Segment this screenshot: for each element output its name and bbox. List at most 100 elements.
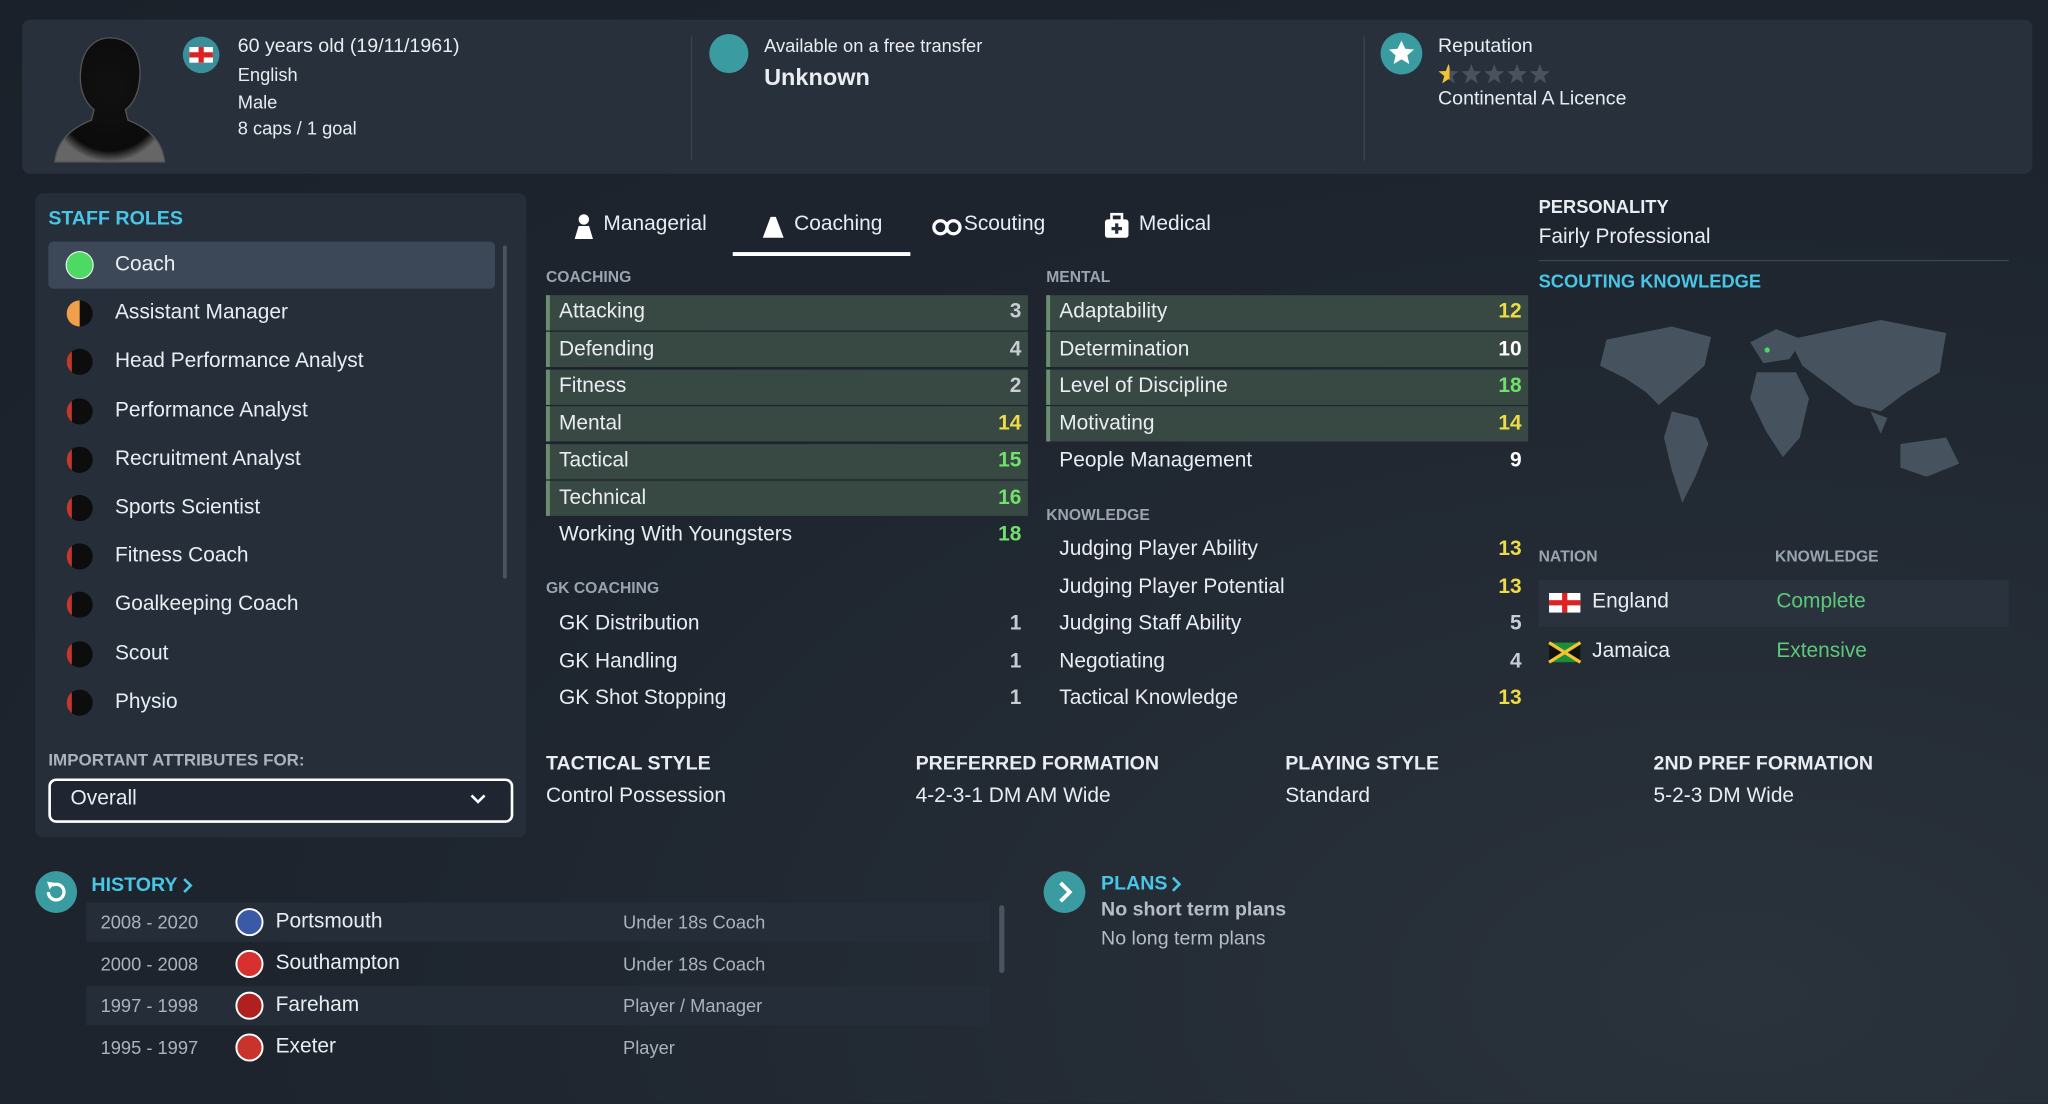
history-years: 2008 - 2020 xyxy=(100,911,199,933)
caps: 8 caps / 1 goal xyxy=(237,117,357,139)
role-name[interactable]: Sports Scientist xyxy=(114,496,261,519)
attribute-value: 4 xyxy=(1509,649,1522,672)
tab[interactable]: Scouting xyxy=(963,212,1046,236)
role-name[interactable]: Physio xyxy=(114,690,178,713)
column-header: KNOWLEDGE xyxy=(1775,547,1879,566)
role-suitability xyxy=(66,397,93,424)
attribute-name: Judging Staff Ability xyxy=(1059,612,1242,635)
selected-role-row[interactable] xyxy=(48,241,496,289)
scrollbar[interactable] xyxy=(502,245,507,579)
attribute-value: 4 xyxy=(1009,337,1022,360)
role-suitability xyxy=(66,640,93,667)
attribute-name: Negotiating xyxy=(1059,649,1165,672)
history-years: 2000 - 2008 xyxy=(100,953,199,975)
attribute-value: 2 xyxy=(1009,374,1022,398)
suitability-fill xyxy=(66,252,93,279)
tab-icon xyxy=(932,219,962,236)
role-name[interactable]: Recruitment Analyst xyxy=(114,447,301,470)
reputation-icon xyxy=(1380,32,1423,75)
header-panel xyxy=(22,19,2033,174)
key-attribute-bg xyxy=(1046,368,1529,405)
important-dropdown[interactable] xyxy=(48,778,514,823)
attribute-name: People Management xyxy=(1059,449,1253,472)
plans-title[interactable]: PLANS xyxy=(1101,872,1168,895)
key-attribute-bg xyxy=(545,294,1028,330)
tab[interactable]: Coaching xyxy=(794,212,883,236)
history-role: Under 18s Coach xyxy=(623,911,766,933)
role-name[interactable]: Fitness Coach xyxy=(114,544,249,568)
history-club[interactable]: Fareham xyxy=(275,993,360,1017)
history-row-bg xyxy=(86,986,991,1026)
nation: Jamaica xyxy=(1592,639,1670,663)
key-attribute-bg xyxy=(545,368,1028,405)
history-club[interactable]: Exeter xyxy=(275,1035,336,1058)
attribute-value: 13 xyxy=(1498,575,1522,598)
attribute-name: Adaptability xyxy=(1059,300,1168,323)
history-club[interactable]: Southampton xyxy=(275,952,400,975)
attribute-value: 10 xyxy=(1498,337,1522,360)
role-circle xyxy=(66,543,93,570)
tab-icon xyxy=(762,216,784,238)
role-name[interactable]: Scout xyxy=(114,642,169,665)
style-label: PLAYING STYLE xyxy=(1285,752,1440,775)
role-name[interactable]: Performance Analyst xyxy=(114,399,308,422)
attribute-name: Determination xyxy=(1059,337,1190,360)
scrollbar[interactable] xyxy=(999,905,1005,974)
role-name[interactable]: Coach xyxy=(114,253,176,276)
tab-icon xyxy=(1104,212,1129,238)
important-label: IMPORTANT ATTRIBUTES FOR: xyxy=(48,749,305,770)
club-badge xyxy=(235,991,264,1020)
attribute-name: Level of Discipline xyxy=(1059,374,1228,398)
attribute-value: 18 xyxy=(1498,374,1522,398)
club-badge xyxy=(235,949,264,978)
personality-value: Fairly Professional xyxy=(1538,225,1711,249)
role-suitability xyxy=(66,300,93,327)
suitability-fill xyxy=(66,397,72,424)
role-name[interactable]: Goalkeeping Coach xyxy=(114,593,299,616)
contract-icon xyxy=(709,33,749,74)
personality-title: PERSONALITY xyxy=(1538,195,1669,217)
club-badge-shape xyxy=(235,1033,264,1062)
role-circle xyxy=(66,446,93,473)
club-badge-shape xyxy=(235,908,264,937)
role-name[interactable]: Head Performance Analyst xyxy=(114,350,364,373)
tab[interactable]: Medical xyxy=(1138,212,1211,236)
attribute-value: 3 xyxy=(1009,300,1022,323)
attribute-name: GK Shot Stopping xyxy=(559,687,727,710)
key-attribute-bg xyxy=(545,480,1028,516)
knowledge-level: Extensive xyxy=(1776,639,1867,663)
tab-underline xyxy=(732,252,911,256)
attribute-value: 14 xyxy=(1498,412,1522,435)
attribute-value: 16 xyxy=(998,486,1022,509)
key-attribute-bg xyxy=(545,443,1028,479)
nation: England xyxy=(1592,590,1669,613)
club-badge xyxy=(235,908,264,937)
attribute-name: Judging Player Potential xyxy=(1059,575,1285,598)
role-suitability xyxy=(66,495,93,522)
key-attribute-bg xyxy=(545,331,1028,368)
key-attribute-bg xyxy=(1046,406,1529,442)
history-icon xyxy=(35,871,78,913)
attribute-name: GK Handling xyxy=(559,649,678,672)
role-name[interactable]: Assistant Manager xyxy=(114,301,289,325)
divider xyxy=(1363,36,1365,161)
key-attribute-bg xyxy=(1046,331,1529,368)
attribute-value: 18 xyxy=(998,523,1022,546)
suitability-fill xyxy=(66,300,80,327)
attribute-name: GK Distribution xyxy=(559,612,700,635)
history-club[interactable]: Portsmouth xyxy=(275,910,383,933)
plans-icon[interactable] xyxy=(1043,871,1086,913)
attribute-name: Attacking xyxy=(559,300,645,323)
tab[interactable]: Managerial xyxy=(603,212,707,236)
suitability-fill xyxy=(66,446,72,473)
section-header: GK COACHING xyxy=(545,578,660,597)
scouting-title: SCOUTING KNOWLEDGE xyxy=(1538,270,1762,292)
section-header: MENTAL xyxy=(1046,267,1111,287)
role-circle xyxy=(66,349,93,376)
role-circle xyxy=(66,640,93,667)
role-circle xyxy=(66,689,93,716)
staff-roles-title: STAFF ROLES xyxy=(48,207,183,230)
style-value: 5-2-3 DM Wide xyxy=(1653,784,1795,808)
history-title[interactable]: HISTORY xyxy=(91,873,178,896)
